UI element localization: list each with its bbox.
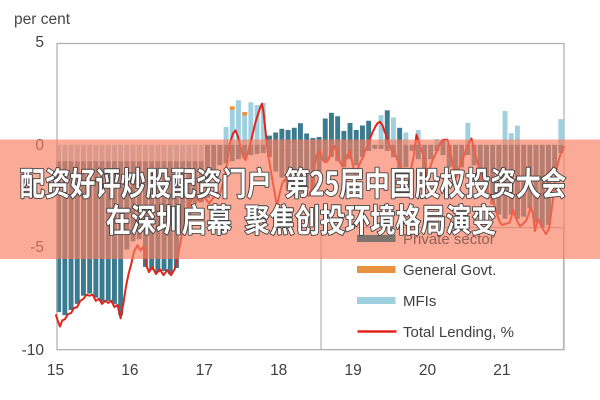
svg-text:MFIs: MFIs — [403, 293, 436, 310]
svg-text:15: 15 — [47, 362, 64, 379]
svg-text:20: 20 — [419, 362, 437, 379]
svg-text:-10: -10 — [22, 342, 45, 359]
svg-text:5: 5 — [35, 34, 44, 51]
svg-text:19: 19 — [344, 362, 361, 379]
svg-text:Private sector: Private sector — [403, 231, 495, 248]
svg-text:18: 18 — [270, 362, 287, 379]
svg-text:General Govt.: General Govt. — [403, 262, 496, 279]
svg-text:17: 17 — [196, 362, 213, 379]
svg-text:per cent: per cent — [14, 11, 71, 28]
svg-text:Total Lending, %: Total Lending, % — [403, 324, 514, 341]
svg-text:21: 21 — [493, 362, 510, 379]
svg-text:16: 16 — [121, 362, 138, 379]
